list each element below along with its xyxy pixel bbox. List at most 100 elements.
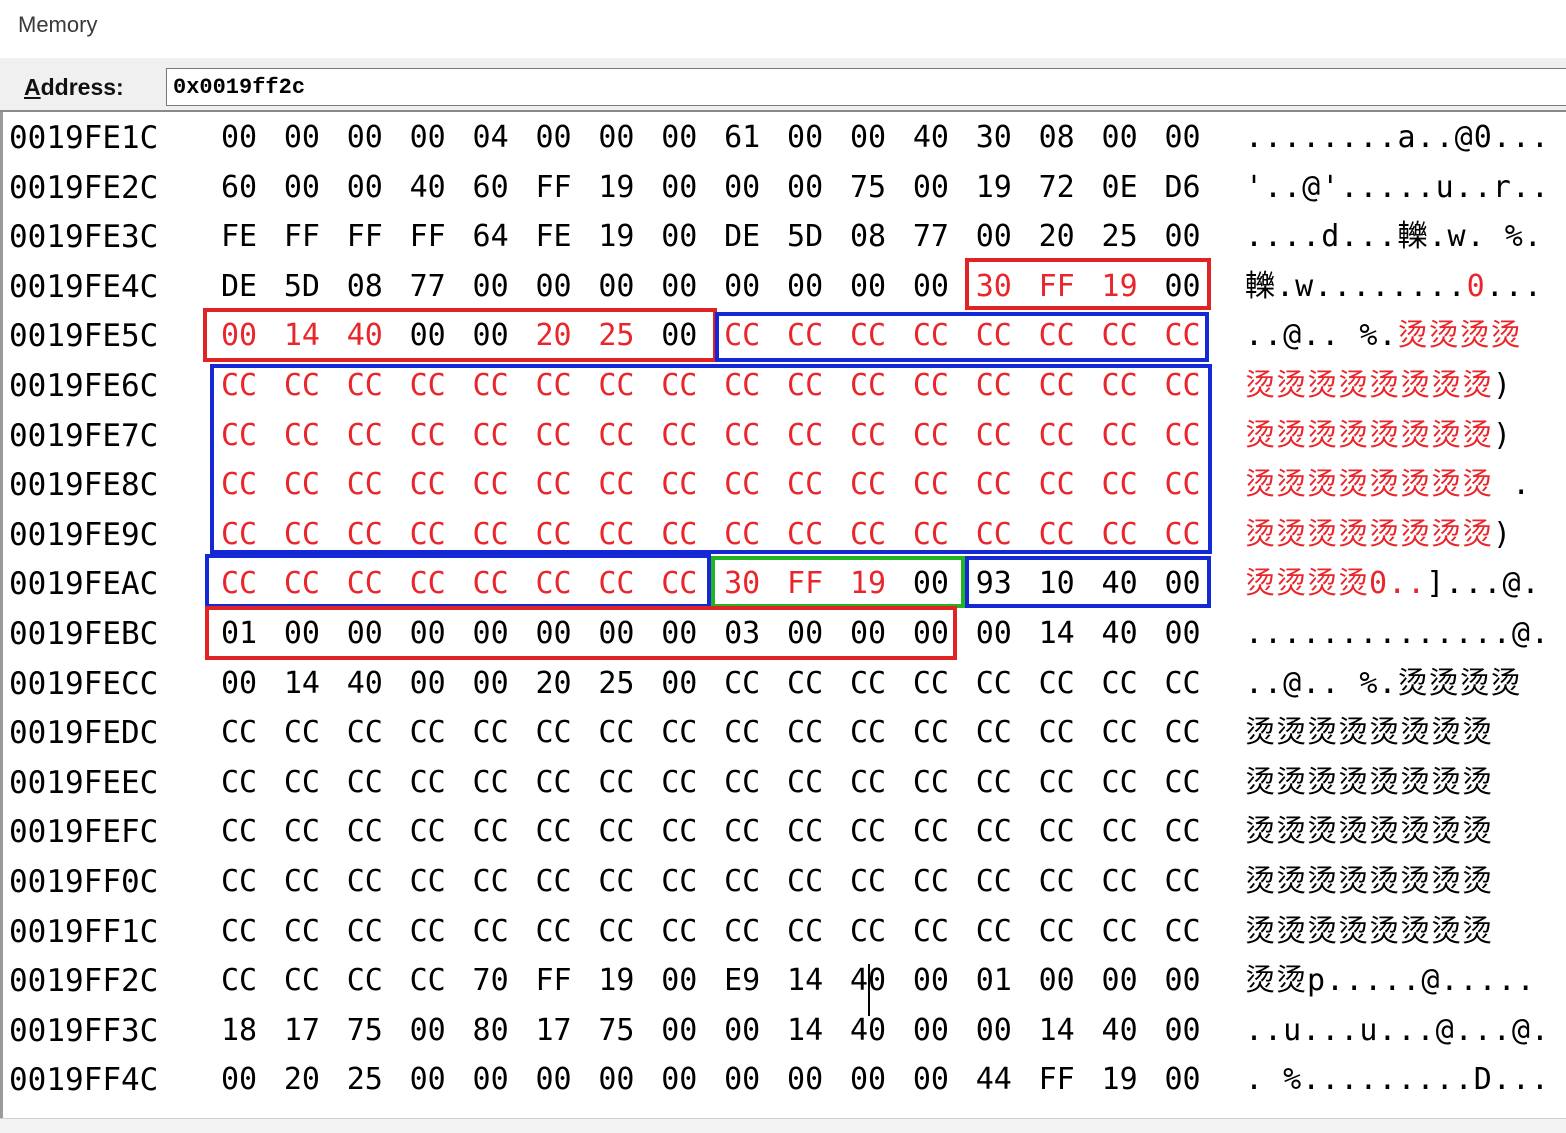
hex-byte[interactable]: CC bbox=[283, 864, 320, 899]
hex-byte[interactable]: CC bbox=[283, 566, 320, 602]
hex-byte[interactable]: 00 bbox=[787, 268, 824, 304]
hex-byte[interactable]: CC bbox=[472, 467, 509, 503]
hex-byte[interactable]: 00 bbox=[472, 268, 509, 304]
hex-byte[interactable]: E9 bbox=[724, 963, 761, 999]
hex-byte[interactable]: CC bbox=[598, 864, 635, 899]
hex-byte[interactable]: CC bbox=[1038, 913, 1075, 949]
hex-byte[interactable]: 40 bbox=[346, 318, 383, 354]
hex-byte[interactable]: 03 bbox=[724, 616, 761, 651]
hex-byte[interactable]: CC bbox=[787, 318, 824, 354]
hex-byte[interactable]: CC bbox=[661, 764, 698, 800]
hex-byte[interactable]: CC bbox=[975, 417, 1012, 453]
hex-byte[interactable]: CC bbox=[1038, 665, 1075, 701]
hex-byte[interactable]: 77 bbox=[409, 268, 446, 304]
hex-byte[interactable]: CC bbox=[220, 368, 258, 403]
hex-byte[interactable]: CC bbox=[220, 963, 258, 999]
hex-byte[interactable]: 00 bbox=[346, 616, 383, 651]
hex-byte[interactable]: 00 bbox=[661, 120, 698, 155]
hex-byte[interactable]: CC bbox=[787, 467, 824, 503]
memory-row[interactable]: 0019FE1C 00 00 00 00 04 00 00 00 61 00 00 40 30 08 00 00… bbox=[3, 112, 1566, 162]
hex-byte[interactable]: CC bbox=[1101, 913, 1138, 949]
hex-byte[interactable]: 00 bbox=[535, 268, 572, 304]
hex-byte[interactable]: CC bbox=[1164, 864, 1201, 899]
hex-byte[interactable]: 19 bbox=[1101, 1062, 1138, 1098]
hex-byte[interactable]: 00 bbox=[598, 616, 635, 651]
hex-byte[interactable]: 00 bbox=[472, 665, 509, 701]
hex-byte[interactable]: CC bbox=[283, 814, 320, 850]
hex-byte[interactable]: CC bbox=[1101, 864, 1138, 899]
hex-byte[interactable]: 00 bbox=[661, 963, 698, 999]
hex-byte[interactable]: CC bbox=[975, 764, 1012, 800]
hex-byte[interactable]: 00 bbox=[849, 120, 887, 155]
hex-byte[interactable]: 00 bbox=[912, 169, 949, 205]
ascii-column[interactable]: 烫烫烫烫烫烫烫烫 bbox=[1245, 864, 1493, 899]
hex-byte[interactable]: 5D bbox=[283, 268, 320, 304]
hex-byte[interactable]: 00 bbox=[912, 566, 949, 602]
hex-byte[interactable]: 14 bbox=[787, 1012, 824, 1048]
hex-byte[interactable]: 19 bbox=[598, 219, 635, 255]
hex-byte[interactable]: 20 bbox=[535, 665, 572, 701]
hex-byte[interactable]: CC bbox=[724, 417, 761, 453]
hex-byte[interactable]: 25 bbox=[598, 665, 635, 701]
hex-byte[interactable]: CC bbox=[346, 764, 383, 800]
hex-byte[interactable]: 00 bbox=[661, 219, 698, 255]
hex-byte[interactable]: 75 bbox=[346, 1012, 383, 1048]
hex-byte[interactable]: CC bbox=[472, 913, 509, 949]
hex-byte[interactable]: CC bbox=[787, 864, 824, 899]
hex-byte[interactable]: CC bbox=[346, 417, 383, 453]
memory-row[interactable]: 0019FE4C DE 5D 08 77 00 00 00 00 00 00 00 00 30 FF 19 00… bbox=[3, 261, 1566, 311]
ascii-column[interactable]: 烫烫p.....@..... bbox=[1245, 963, 1536, 999]
hex-byte[interactable]: CC bbox=[661, 516, 698, 552]
memory-hex-view[interactable]: 0019FE1C 00 00 00 00 04 00 00 00 61 00 00 40 30 08 00 00… bbox=[0, 112, 1566, 1120]
hex-byte[interactable]: 00 bbox=[220, 1062, 258, 1098]
hex-byte[interactable]: CC bbox=[724, 516, 761, 552]
hex-byte[interactable]: 00 bbox=[409, 120, 446, 155]
hex-byte[interactable]: 00 bbox=[724, 268, 761, 304]
hex-byte[interactable]: 14 bbox=[283, 318, 320, 354]
hex-byte[interactable]: CC bbox=[912, 417, 949, 453]
hex-byte[interactable]: CC bbox=[283, 368, 320, 403]
hex-byte[interactable]: 00 bbox=[1101, 963, 1138, 999]
hex-byte[interactable]: CC bbox=[849, 467, 887, 503]
hex-byte[interactable]: 19 bbox=[849, 566, 887, 602]
hex-byte[interactable]: 00 bbox=[975, 616, 1012, 651]
hex-byte[interactable]: CC bbox=[849, 814, 887, 850]
hex-byte[interactable]: 00 bbox=[661, 169, 698, 205]
hex-byte[interactable]: CC bbox=[1038, 764, 1075, 800]
hex-byte[interactable]: CC bbox=[912, 368, 949, 403]
hex-byte[interactable]: CC bbox=[409, 715, 446, 751]
hex-byte[interactable]: CC bbox=[787, 715, 824, 751]
hex-byte[interactable]: 00 bbox=[1164, 616, 1201, 651]
hex-byte[interactable]: CC bbox=[409, 516, 446, 552]
hex-byte[interactable]: 00 bbox=[472, 1062, 509, 1098]
hex-byte[interactable]: 00 bbox=[220, 318, 258, 354]
hex-byte[interactable]: CC bbox=[1038, 467, 1075, 503]
hex-byte[interactable]: CC bbox=[724, 764, 761, 800]
hex-byte[interactable]: CC bbox=[787, 516, 824, 552]
hex-byte[interactable]: CC bbox=[346, 913, 383, 949]
hex-byte[interactable]: 00 bbox=[912, 1012, 949, 1048]
hex-byte[interactable]: CC bbox=[975, 665, 1012, 701]
hex-byte[interactable]: 00 bbox=[1164, 963, 1201, 999]
hex-byte[interactable]: CC bbox=[220, 417, 258, 453]
hex-byte[interactable]: 00 bbox=[346, 120, 383, 155]
ascii-column[interactable]: ..@.. %.烫烫烫烫 bbox=[1245, 665, 1522, 701]
hex-byte[interactable]: CC bbox=[472, 864, 509, 899]
hex-byte[interactable]: CC bbox=[220, 764, 258, 800]
hex-byte[interactable]: CC bbox=[1164, 764, 1201, 800]
hex-byte[interactable]: CC bbox=[975, 467, 1012, 503]
hex-byte[interactable]: CC bbox=[724, 368, 761, 403]
hex-byte[interactable]: CC bbox=[472, 814, 509, 850]
hex-byte[interactable]: 30 bbox=[724, 566, 761, 602]
hex-byte[interactable]: 19 bbox=[598, 169, 635, 205]
hex-byte[interactable]: CC bbox=[409, 913, 446, 949]
hex-byte[interactable]: CC bbox=[724, 715, 761, 751]
hex-byte[interactable]: 00 bbox=[1164, 268, 1201, 304]
hex-byte[interactable]: 70 bbox=[472, 963, 509, 999]
hex-byte[interactable]: CC bbox=[1164, 368, 1201, 403]
hex-byte[interactable]: 00 bbox=[598, 120, 635, 155]
hex-byte[interactable]: CC bbox=[220, 913, 258, 949]
memory-row[interactable]: 0019FF2C CC CC CC CC 70 FF 19 00 E9 14 40 00 01 00 00 00… bbox=[3, 955, 1566, 1005]
hex-byte[interactable]: CC bbox=[849, 417, 887, 453]
hex-byte[interactable]: 00 bbox=[598, 268, 635, 304]
